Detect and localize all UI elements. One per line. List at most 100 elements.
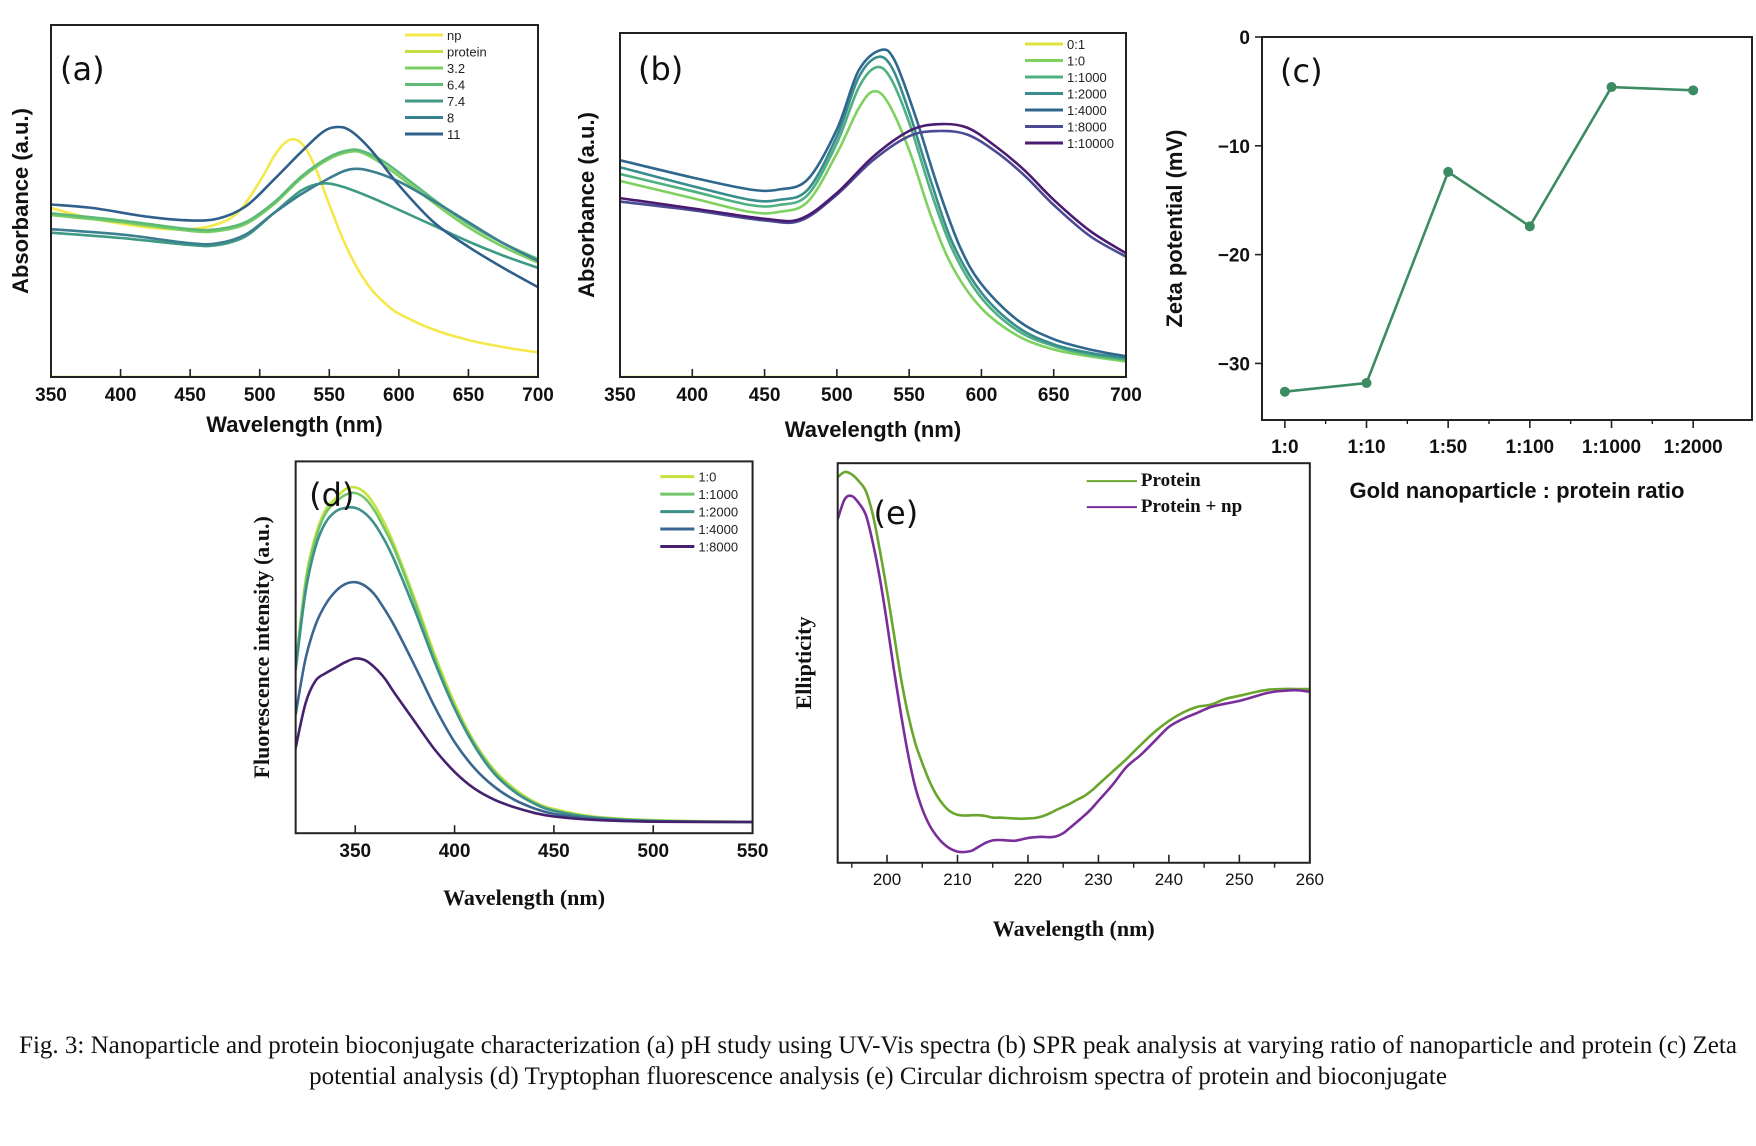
panel-d-fluorescence: 350 400 450 500 550 Wavelength (nm) Fluorescen… — [249, 460, 769, 910]
legend-label: 0:1 — [1067, 37, 1085, 52]
x-tick-label: 550 — [313, 385, 345, 406]
series-line-1-0 — [620, 89, 1126, 363]
x-tick-label: 400 — [439, 841, 471, 862]
legend-label: 1:4000 — [698, 522, 738, 537]
x-tick-label: 450 — [749, 385, 781, 406]
panel-a-uv-vis-ph: 350 400 450 500 550 600 650 700 Wavelength (nm) A… — [8, 24, 554, 437]
series-line-3-2 — [51, 149, 538, 264]
panel-b-spr-peak: 350 400 450 500 550 600 650 700 Wavelength (nm) A… — [574, 32, 1142, 442]
legend-label: 3.2 — [447, 61, 465, 76]
data-point-1-50 — [1443, 166, 1454, 177]
legend: 1:0 1:1000 1:2000 1:4000 1:8000 — [660, 470, 738, 555]
series-line-7-4 — [51, 181, 538, 270]
x-tick-label: 600 — [383, 385, 415, 406]
x-tick-label: 1:50 — [1429, 437, 1467, 458]
x-tick-label: 350 — [604, 385, 636, 406]
x-tick-label: 550 — [737, 841, 769, 862]
x-axis-title: Gold nanoparticle : protein ratio — [1350, 478, 1685, 503]
y-axis-title: Absorbance (a.u.) — [8, 108, 33, 294]
plot-frame — [1261, 36, 1753, 421]
panel-label: (b) — [638, 50, 683, 88]
y-tick-label: −20 — [1218, 246, 1250, 267]
legend-label: 1:1000 — [1067, 70, 1107, 85]
series-line-1-2000 — [295, 506, 753, 824]
x-axis-title: Wavelength (nm) — [206, 412, 382, 437]
x-tick-label: 350 — [35, 385, 67, 406]
zeta-line — [1284, 85, 1694, 394]
x-tick-label: 350 — [339, 841, 371, 862]
series-line-1-1000 — [620, 65, 1126, 362]
data-point-1-0 — [1279, 386, 1290, 397]
data-point-1-2000 — [1688, 85, 1699, 96]
series-line-np — [51, 137, 538, 354]
x-tick-label: 500 — [637, 841, 669, 862]
figure-caption: Fig. 3: Nanoparticle and protein bioconj… — [19, 1032, 1737, 1090]
series-line-1-0 — [295, 485, 753, 824]
x-tick-label: 1:100 — [1506, 437, 1555, 458]
x-tick-label: 650 — [1038, 385, 1070, 406]
legend-label: 1:10000 — [1067, 136, 1114, 151]
x-tick-label: 1:2000 — [1664, 437, 1723, 458]
series-group — [620, 48, 1126, 377]
plot-frame — [294, 460, 754, 835]
y-axis-title: Ellipticity — [791, 617, 816, 710]
x-tick-label: 230 — [1084, 870, 1112, 889]
series-line-protein-np — [837, 494, 1310, 854]
x-tick-label: 700 — [522, 385, 554, 406]
legend-label: Protein — [1141, 470, 1201, 491]
legend-label: 1:1000 — [698, 487, 738, 502]
series-line-1-10000 — [620, 122, 1126, 255]
x-tick-label: 400 — [676, 385, 708, 406]
legend-label: 8 — [447, 111, 454, 126]
legend-label: 6.4 — [447, 78, 465, 93]
series-group — [51, 125, 538, 377]
x-tick-label: 500 — [821, 385, 853, 406]
x-tick-label: 450 — [538, 841, 570, 862]
legend-label: 1:0 — [698, 470, 716, 485]
x-tick-label: 450 — [174, 385, 206, 406]
legend-label: 11 — [447, 127, 461, 142]
y-tick-label: −30 — [1218, 354, 1250, 375]
y-tick-label: −10 — [1218, 137, 1250, 158]
x-tick-label: 600 — [966, 385, 998, 406]
series-line-1-1000 — [295, 491, 753, 824]
x-tick-label: 260 — [1296, 870, 1324, 889]
plot-frame — [50, 24, 539, 378]
x-tick-label: 700 — [1110, 385, 1142, 406]
x-axis-title: Wavelength (nm) — [993, 916, 1155, 941]
x-tick-label: 550 — [893, 385, 925, 406]
x-tick-label: 500 — [244, 385, 276, 406]
legend-label: 1:8000 — [698, 540, 738, 555]
x-tick-label: 1:0 — [1271, 437, 1298, 458]
panel-c-zeta-potential: 0 −10 −20 −30 1:0 1:10 1:50 1:100 1:1000 1:2000 Go… — [1162, 28, 1753, 503]
series-group — [837, 470, 1310, 854]
series-line-11 — [51, 125, 538, 289]
panel-label: (d) — [309, 476, 354, 514]
series-line-8 — [51, 167, 538, 263]
x-tick-label: 1:10 — [1347, 437, 1385, 458]
y-axis-title: Zeta potential (mV) — [1162, 129, 1187, 327]
legend-label: 1:4000 — [1067, 103, 1107, 118]
series-line-6-4 — [51, 148, 538, 261]
x-tick-label: 400 — [105, 385, 137, 406]
legend: Protein Protein + np — [1086, 470, 1242, 517]
series-line-1-8000 — [295, 657, 753, 824]
legend-label: 1:0 — [1067, 54, 1085, 69]
panel-label: (a) — [60, 50, 105, 88]
series-line-1-2000 — [620, 55, 1126, 360]
legend-label: protein — [447, 45, 487, 60]
series-line-1-4000 — [620, 48, 1126, 358]
series-line-1-8000 — [620, 129, 1126, 258]
y-axis-title: Fluorescence intensity (a.u.) — [249, 516, 274, 778]
panel-e-circular-dichroism: 200 210 220 230 240 250 260 Wavelength (nm) Elli… — [791, 462, 1324, 941]
x-tick-label: 250 — [1225, 870, 1253, 889]
plot-frame — [619, 32, 1127, 378]
panel-label: (c) — [1280, 52, 1323, 90]
x-tick-label: 210 — [943, 870, 971, 889]
series-group — [295, 485, 753, 824]
data-point-1-1000 — [1606, 82, 1617, 93]
x-tick-label: 220 — [1014, 870, 1042, 889]
